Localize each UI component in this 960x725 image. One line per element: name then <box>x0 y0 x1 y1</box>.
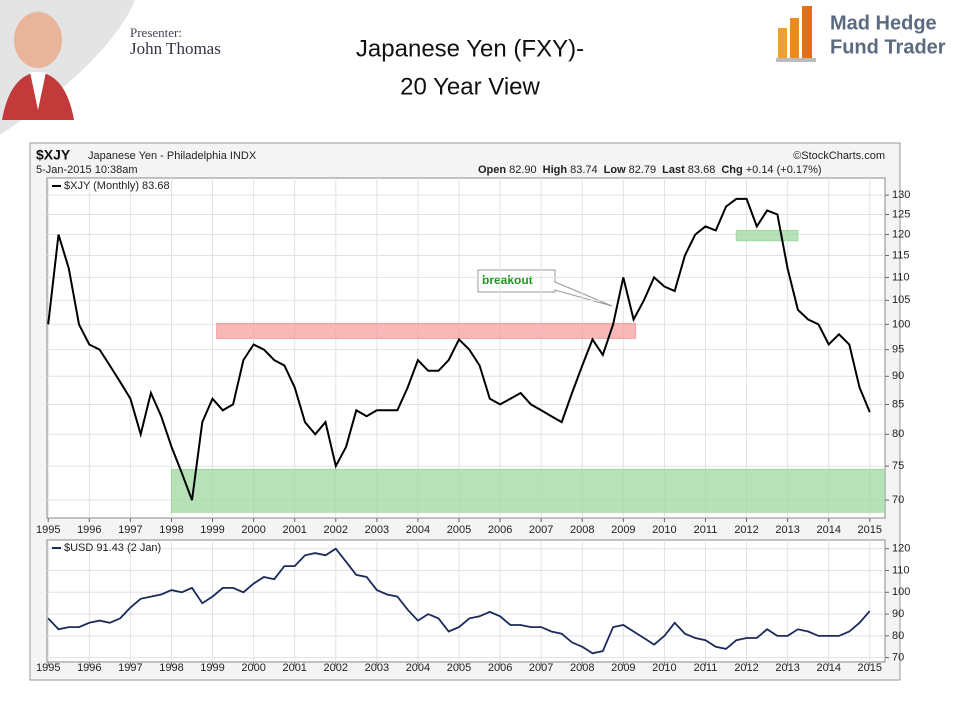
x-tick-label: 1996 <box>77 524 101 536</box>
x-tick-label: 2014 <box>816 662 840 674</box>
x-tick-label: 2013 <box>775 662 799 674</box>
legend-label: $USD 91.43 (2 Jan) <box>64 542 161 554</box>
highlight-band <box>735 229 799 242</box>
logo-icon <box>776 6 816 62</box>
x-tick-label: 2005 <box>447 524 471 536</box>
x-tick-label: 2008 <box>570 524 594 536</box>
series-line <box>47 547 871 655</box>
chart-date: 5-Jan-2015 10:38am <box>36 164 138 176</box>
plot-layer <box>47 540 885 662</box>
plot-area <box>46 539 886 663</box>
logo-text: Fund Trader <box>830 36 946 58</box>
x-tick-label: 2005 <box>447 662 471 674</box>
x-tick-label: 2012 <box>734 524 758 536</box>
chart-source: ©StockCharts.com <box>793 150 885 162</box>
x-tick-label: 2013 <box>775 524 799 536</box>
x-tick-label: 2006 <box>488 662 512 674</box>
x-tick-label: 2007 <box>529 524 553 536</box>
x-tick-label: 1997 <box>118 524 142 536</box>
legend-label: $XJY (Monthly) 83.68 <box>64 180 170 192</box>
x-tick-label: 2009 <box>611 662 635 674</box>
x-tick-label: 1996 <box>77 662 101 674</box>
quote-item: 82.79 <box>629 164 657 176</box>
quote-item: 82.90 <box>509 164 537 176</box>
x-tick-label: 1998 <box>159 662 183 674</box>
plot-area <box>46 177 886 519</box>
presenter-name: John Thomas <box>130 39 221 58</box>
breakout-callout: breakout <box>477 269 613 307</box>
x-tick-label: 2000 <box>241 662 265 674</box>
quote-item: +0.14 (+0.17%) <box>746 164 822 176</box>
x-tick-label: 1999 <box>200 524 224 536</box>
x-tick-label: 2002 <box>324 524 348 536</box>
logo-text: Mad Hedge <box>830 12 937 34</box>
x-tick-label: 2015 <box>858 524 882 536</box>
y-tick-label: 130 <box>892 189 910 201</box>
x-tick-label: 2000 <box>241 524 265 536</box>
chart-symbol: $XJY <box>36 147 71 163</box>
y-tick-label: 80 <box>892 630 904 642</box>
chart-subtitle: Japanese Yen - Philadelphia INDX <box>88 150 257 162</box>
y-tick-label: 120 <box>892 543 910 555</box>
slide-title: 20 Year View <box>400 73 540 100</box>
x-tick-label: 2004 <box>406 662 430 674</box>
annotation: breakout <box>482 273 533 287</box>
slide-title: Japanese Yen (FXY)- <box>356 35 584 62</box>
quote-item: Chg <box>721 164 742 176</box>
highlight-band <box>216 322 637 339</box>
y-tick-label: 70 <box>892 494 904 506</box>
x-tick-label: 2015 <box>858 662 882 674</box>
x-tick-label: 2002 <box>324 662 348 674</box>
x-tick-label: 2008 <box>570 662 594 674</box>
quote-item: Last <box>662 164 685 176</box>
y-tick-label: 75 <box>892 460 904 472</box>
quote-item: 83.74 <box>570 164 598 176</box>
quote-item: High <box>543 164 568 176</box>
x-tick-label: 1995 <box>36 662 60 674</box>
x-tick-label: 2003 <box>365 524 389 536</box>
y-tick-label: 80 <box>892 428 904 440</box>
x-tick-label: 2006 <box>488 524 512 536</box>
x-tick-label: 2001 <box>282 662 306 674</box>
y-tick-label: 110 <box>892 271 910 283</box>
x-tick-label: 2011 <box>694 524 718 536</box>
y-tick-label: 85 <box>892 398 904 410</box>
x-tick-label: 2011 <box>694 662 718 674</box>
x-tick-label: 2010 <box>652 524 676 536</box>
y-tick-label: 90 <box>892 608 904 620</box>
y-tick-label: 70 <box>892 652 904 664</box>
x-tick-label: 2014 <box>816 524 840 536</box>
x-tick-label: 2012 <box>734 662 758 674</box>
quote-item: 83.68 <box>688 164 716 176</box>
x-tick-label: 1998 <box>159 524 183 536</box>
x-tick-label: 2003 <box>365 662 389 674</box>
y-tick-label: 120 <box>892 228 910 240</box>
y-tick-label: 100 <box>892 318 910 330</box>
presenter-label: Presenter: <box>130 25 182 40</box>
plot-layer <box>47 178 885 518</box>
x-tick-label: 2010 <box>652 662 676 674</box>
y-tick-label: 110 <box>892 564 910 576</box>
y-tick-label: 115 <box>892 249 910 261</box>
y-tick-label: 90 <box>892 370 904 382</box>
y-tick-label: 125 <box>892 208 910 220</box>
presenter-photo <box>2 11 74 120</box>
x-tick-label: 2007 <box>529 662 553 674</box>
quote-item: Low <box>604 164 626 176</box>
x-tick-label: 1995 <box>36 524 60 536</box>
series-line <box>47 197 871 501</box>
highlight-band <box>170 468 885 513</box>
x-tick-label: 2009 <box>611 524 635 536</box>
quote: Open 82.90 High 83.74 Low 82.79 Last 83.68 Chg +0… <box>478 164 822 176</box>
x-tick-label: 2004 <box>406 524 430 536</box>
quote-item: Open <box>478 164 506 176</box>
y-tick-label: 100 <box>892 586 910 598</box>
y-tick-label: 95 <box>892 344 904 356</box>
y-tick-label: 105 <box>892 294 910 306</box>
x-tick-label: 1999 <box>200 662 224 674</box>
x-tick-label: 1997 <box>118 662 142 674</box>
x-tick-label: 2001 <box>282 524 306 536</box>
